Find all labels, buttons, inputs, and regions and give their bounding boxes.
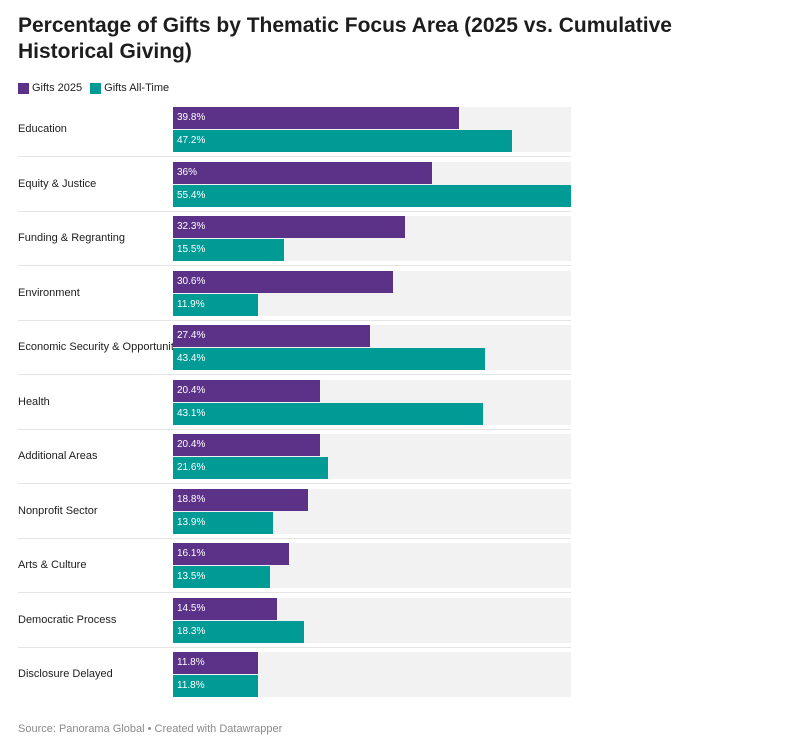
chart-row: Nonprofit Sector 18.8% 13.9%: [0, 488, 800, 543]
category-label: Equity & Justice: [18, 177, 97, 190]
bar-all-time: 43.1%: [173, 402, 483, 425]
bar-track: 27.4% 43.4%: [173, 325, 571, 370]
row-divider: [18, 156, 571, 157]
category-label: Democratic Process: [18, 613, 117, 626]
row-divider: [18, 210, 571, 212]
bar-all-time: 18.3%: [173, 620, 305, 643]
category-label: Health: [18, 395, 50, 408]
category-label: Arts & Culture: [18, 559, 87, 571]
chart-row: Education 39.8% 47.2%: [0, 106, 800, 161]
bar-2025: 32.3%: [173, 216, 406, 238]
bar-all-time: 13.9%: [173, 511, 273, 534]
row-divider: [18, 374, 571, 375]
bar-2025: 18.8%: [173, 488, 309, 511]
bar-track: 18.8% 13.9%: [173, 488, 571, 534]
bar-2025: 20.4%: [173, 434, 320, 456]
legend-swatch: [18, 82, 29, 94]
bar-2025: 20.4%: [173, 379, 320, 402]
bar-track: 30.6% 11.9%: [173, 270, 571, 316]
chart-row: Democratic Process 14.5% 18.3%: [0, 597, 800, 652]
legend-item-2025: Gifts 2025: [18, 82, 82, 94]
chart-row: Economic Security & Opportunity 27.4% 43.4…: [0, 324, 800, 379]
category-label: Funding & Regranting: [18, 232, 126, 244]
category-label: Environment: [18, 286, 80, 299]
source-note: Source: Panorama Global • Created with D…: [18, 723, 283, 735]
bar-all-time: 47.2%: [173, 130, 513, 152]
legend-swatch: [90, 82, 102, 94]
chart-row: Funding & Regranting 32.3% 15.5%: [0, 215, 800, 270]
bar-all-time: 15.5%: [173, 239, 285, 261]
bar-2025: 14.5%: [173, 597, 278, 620]
row-divider: [18, 428, 571, 430]
bar-2025: 39.8%: [173, 107, 459, 129]
bar-all-time: 43.4%: [173, 348, 485, 370]
bar-2025: 36%: [173, 161, 432, 184]
row-divider: [18, 592, 571, 593]
bar-track: 39.8% 47.2%: [173, 107, 571, 152]
bar-2025: 11.8%: [173, 652, 258, 674]
bar-track: 32.3% 15.5%: [173, 216, 571, 261]
bar-all-time: 21.6%: [173, 457, 329, 479]
bar-all-time: 11.9%: [173, 293, 259, 316]
chart-row: Disclosure Delayed 11.8% 11.8%: [0, 651, 800, 706]
chart-row: Additional Areas 20.4% 21.6%: [0, 433, 800, 488]
bar-all-time: 13.5%: [173, 566, 270, 588]
category-label: Economic Security & Opportunity: [18, 341, 180, 353]
chart-title: Percentage of Gifts by Thematic Focus Ar…: [18, 14, 672, 63]
chart-row: Arts & Culture 16.1% 13.5%: [0, 542, 800, 597]
category-label: Additional Areas: [18, 450, 98, 462]
legend: Gifts 2025 Gifts All-Time: [18, 82, 169, 94]
bar-2025: 30.6%: [173, 270, 393, 293]
category-label: Disclosure Delayed: [18, 668, 113, 680]
bar-track: 20.4% 21.6%: [173, 434, 571, 479]
bar-track: 11.8% 11.8%: [173, 652, 571, 697]
legend-label: Gifts 2025: [32, 82, 83, 94]
category-label: Education: [18, 123, 67, 135]
chart-row: Equity & Justice 36% 55.4%: [0, 161, 800, 216]
row-divider: [18, 483, 571, 484]
row-divider: [18, 537, 571, 539]
bar-all-time: 11.8%: [173, 675, 258, 697]
bar-2025: 16.1%: [173, 543, 289, 565]
legend-label: Gifts All-Time: [104, 82, 170, 94]
legend-item-all-time: Gifts All-Time: [90, 82, 169, 94]
bar-2025: 27.4%: [173, 325, 370, 347]
chart-row: Health 20.4% 43.1%: [0, 379, 800, 434]
bar-track: 16.1% 13.5%: [173, 543, 571, 588]
chart-row: Environment 30.6% 11.9%: [0, 270, 800, 325]
bar-all-time: 55.4%: [173, 184, 571, 207]
bar-track: 14.5% 18.3%: [173, 597, 571, 643]
row-divider: [18, 319, 571, 321]
bar-track: 36% 55.4%: [173, 161, 571, 207]
row-divider: [18, 646, 571, 648]
row-divider: [18, 265, 571, 266]
category-label: Nonprofit Sector: [18, 504, 98, 517]
bar-track: 20.4% 43.1%: [173, 379, 571, 425]
